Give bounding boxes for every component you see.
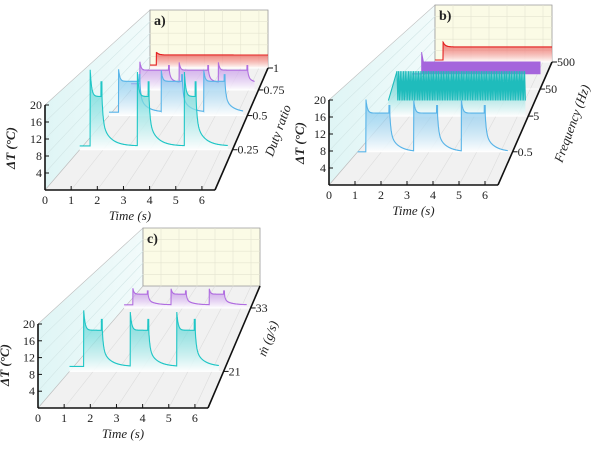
y-axis-title: ΔT (°C) (0, 344, 12, 387)
series-line (109, 69, 244, 113)
depth-tick-label: 1 (273, 61, 279, 75)
series-line (79, 69, 228, 147)
y-tick-label: 20 (314, 93, 326, 107)
depth-tick-label: 5 (533, 109, 539, 123)
x-tick-label: 6 (192, 411, 198, 425)
x-tick-label: 6 (199, 193, 205, 207)
series-line (131, 61, 255, 85)
series-line (150, 51, 268, 66)
y-tick-label: 8 (36, 149, 42, 163)
leftwall-gridline (328, 38, 436, 152)
x-tick-label: 0 (326, 188, 332, 202)
leftwall-gridline (37, 239, 144, 342)
series-line (69, 310, 219, 367)
series-21 (69, 310, 219, 372)
leftwall-gridline (328, 16, 436, 118)
depth-tick-label: 0.5 (518, 145, 533, 159)
series-0_25 (79, 69, 228, 150)
depth-tick-label: 500 (557, 55, 575, 69)
x-tick-label: 2 (378, 188, 384, 202)
x-axis-title: Time (s) (392, 203, 434, 218)
depth-axis (497, 61, 553, 186)
x-tick-label: 1 (61, 411, 67, 425)
y-tick-label: 8 (320, 144, 326, 158)
x-tick-label: 1 (352, 188, 358, 202)
depth-tick-label: 50 (545, 82, 557, 96)
leftwall-gridline (328, 50, 436, 169)
depth-tick-label: 33 (256, 301, 268, 315)
x-tick-label: 3 (120, 193, 126, 207)
depth-axis (214, 67, 269, 191)
series-band (421, 52, 541, 75)
depth-tick-label: 0.5 (252, 109, 267, 123)
series-line (357, 99, 508, 153)
y-tick-label: 12 (23, 351, 35, 365)
x-axis-title: Time (s) (102, 426, 144, 441)
series-500 (435, 40, 552, 62)
leftwall-gridline (37, 250, 144, 358)
x-tick-label: 2 (94, 193, 100, 207)
y-tick-label: 20 (30, 98, 42, 112)
y-tick-label: 4 (36, 166, 42, 180)
series-line (387, 70, 526, 101)
y-tick-label: 20 (23, 317, 35, 331)
series-fill (79, 69, 228, 150)
depth-tick-label: 0.25 (237, 143, 258, 157)
series-33 (124, 288, 247, 308)
x-tick-label: 5 (166, 411, 172, 425)
x-tick-label: 3 (404, 188, 410, 202)
x-tick-label: 1 (68, 193, 74, 207)
x-tick-label: 4 (147, 193, 153, 207)
x-tick-label: 4 (140, 411, 146, 425)
y-axis-title: ΔT (°C) (3, 127, 18, 170)
back-wall (142, 227, 261, 287)
x-tick-label: 0 (35, 411, 41, 425)
leftwall-gridline (44, 32, 151, 140)
series-fill (69, 310, 219, 372)
depth-axis (207, 285, 261, 409)
y-tick-label: 12 (314, 127, 326, 141)
x-tick-label: 0 (42, 193, 48, 207)
series-line (124, 288, 247, 306)
leftwall-gridline (37, 262, 144, 375)
depth-axis-title: ṁ (g/s) (254, 319, 281, 358)
y-tick-label: 4 (29, 384, 35, 398)
y-tick-label: 12 (30, 132, 42, 146)
y-tick-label: 16 (314, 110, 326, 124)
series-5 (387, 70, 526, 117)
x-tick-label: 5 (173, 193, 179, 207)
y-tick-label: 16 (23, 334, 35, 348)
floor-gridline (484, 61, 544, 186)
x-tick-label: 4 (430, 188, 436, 202)
x-tick-label: 3 (113, 411, 119, 425)
depth-tick-label: 21 (229, 364, 241, 378)
panel-label: b) (439, 9, 452, 24)
panel-label: a) (154, 14, 166, 29)
depth-tick-label: 0.75 (263, 83, 284, 97)
y-axis-title: ΔT (°C) (292, 122, 307, 165)
x-axis-title: Time (s) (109, 208, 151, 223)
x-tick-label: 2 (87, 411, 93, 425)
y-tick-label: 8 (29, 367, 35, 381)
y-tick-label: 4 (320, 161, 326, 175)
leftwall-gridline (44, 21, 151, 123)
x-tick-label: 6 (482, 188, 488, 202)
leftwall-gridline (328, 27, 436, 135)
series-0_5 (357, 99, 508, 153)
series-fill (357, 99, 508, 152)
y-tick-label: 16 (30, 115, 42, 129)
x-tick-label: 5 (456, 188, 462, 202)
panel-label: c) (147, 232, 158, 247)
series-line (435, 40, 552, 61)
